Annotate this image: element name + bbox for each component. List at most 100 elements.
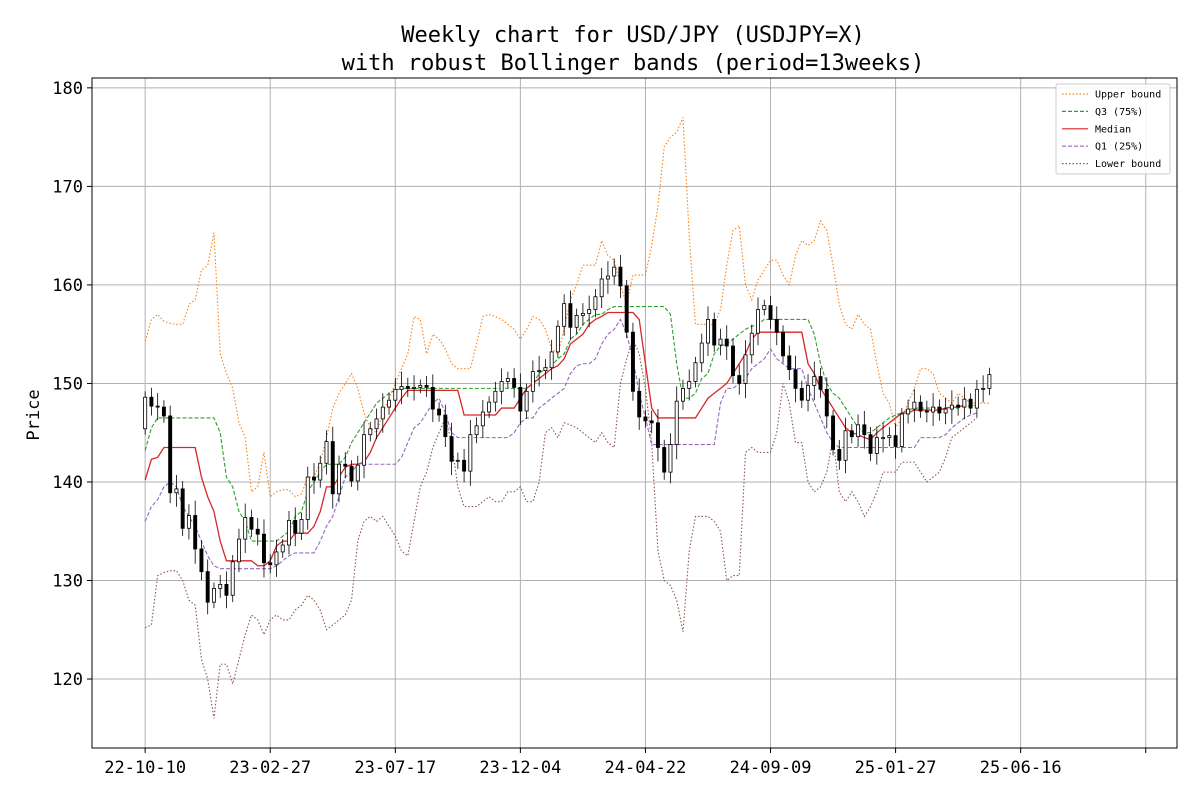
candle-body-80 — [643, 416, 648, 422]
candle-body-123 — [912, 401, 917, 410]
candle-body-13 — [224, 584, 229, 596]
candle-body-38 — [380, 406, 385, 420]
series-q3-line — [144, 306, 977, 542]
candle-body-59 — [512, 378, 517, 388]
y-tick-label-150: 150 — [52, 374, 83, 394]
candle-body-97 — [749, 332, 754, 356]
candle-body-47 — [437, 408, 442, 416]
candle-body-104 — [793, 369, 798, 389]
candle-body-42 — [405, 385, 410, 389]
candle-body-26 — [305, 476, 310, 520]
candle-body-56 — [493, 390, 498, 403]
grid — [92, 78, 1177, 748]
candle-body-131 — [962, 398, 967, 408]
candle-body-18 — [255, 528, 260, 535]
candle-body-32 — [343, 463, 348, 467]
candle-body-52 — [468, 434, 473, 472]
plot-frame — [91, 77, 1178, 749]
candle-body-108 — [818, 376, 823, 390]
candle-body-35 — [362, 434, 366, 466]
candle-body-110 — [831, 415, 836, 450]
legend-label-lower: Lower bound — [1095, 159, 1161, 170]
candle-body-84 — [668, 444, 673, 473]
candle-body-89 — [699, 342, 704, 364]
x-tick-label-22-10-10: 22-10-10 — [104, 758, 186, 778]
candle-body-10 — [205, 571, 210, 603]
candle-body-113 — [849, 430, 854, 438]
x-tick-label-24-04-22: 24-04-22 — [604, 758, 686, 778]
candle-body-122 — [906, 408, 911, 415]
candle-body-85 — [674, 400, 679, 445]
x-tick-label-23-02-27: 23-02-27 — [229, 758, 311, 778]
candle-body-87 — [687, 381, 692, 389]
candle-body-119 — [887, 435, 892, 439]
candle-body-127 — [937, 406, 942, 414]
candle-body-2 — [155, 405, 160, 408]
candle-body-74 — [605, 275, 610, 280]
candle-body-99 — [762, 305, 767, 310]
candle-body-0 — [143, 396, 148, 430]
candle-body-79 — [637, 390, 642, 418]
candle-body-31 — [337, 463, 341, 495]
candle-body-109 — [824, 388, 829, 417]
candle-body-92 — [718, 338, 723, 346]
candle-body-69 — [574, 315, 579, 328]
candle-body-77 — [624, 285, 629, 333]
candle-body-4 — [168, 415, 173, 494]
candle-body-1 — [149, 396, 154, 407]
candle-body-54 — [480, 411, 485, 427]
candle-body-24 — [293, 519, 298, 534]
y-tick-label-140: 140 — [52, 473, 83, 493]
y-axis-label: Price — [24, 389, 44, 440]
candle-body-86 — [681, 387, 685, 402]
candle-body-16 — [243, 517, 248, 540]
candle-body-58 — [505, 378, 510, 382]
series-q1-line — [144, 318, 978, 570]
candle-body-36 — [368, 428, 373, 436]
legend-box — [1055, 83, 1171, 175]
band-lines — [144, 117, 990, 719]
candle-body-34 — [355, 464, 360, 482]
candle-body-29 — [324, 441, 329, 464]
candle-body-102 — [781, 331, 785, 357]
candle-body-128 — [943, 408, 948, 414]
candle-body-129 — [949, 404, 954, 410]
candle-body-61 — [524, 390, 529, 412]
candle-body-90 — [706, 318, 710, 344]
legend-label-median: Median — [1095, 124, 1131, 135]
y-tick-label-120: 120 — [52, 670, 83, 690]
candle-body-40 — [393, 388, 398, 401]
candle-body-63 — [537, 370, 542, 373]
candle-body-65 — [549, 351, 554, 369]
x-tick-label-25-06-16: 25-06-16 — [980, 758, 1062, 778]
candle-body-28 — [318, 462, 323, 481]
candle-body-14 — [230, 561, 235, 596]
legend-label-q1: Q1 (25%) — [1095, 142, 1143, 153]
candle-body-112 — [843, 430, 848, 461]
candle-body-72 — [593, 296, 598, 310]
candle-body-116 — [868, 434, 873, 454]
candle-body-100 — [768, 305, 773, 320]
y-tick-label-180: 180 — [52, 79, 83, 99]
candle-body-5 — [174, 488, 179, 494]
candle-body-33 — [349, 465, 354, 482]
candle-body-114 — [856, 424, 861, 438]
y-tick-label-160: 160 — [52, 276, 83, 296]
chart-title-line-2: with robust Bollinger bands (period=13we… — [342, 51, 925, 76]
candle-body-78 — [630, 331, 635, 392]
candle-body-101 — [774, 318, 779, 333]
candle-body-60 — [518, 386, 523, 412]
candle-body-115 — [862, 424, 867, 436]
candle-body-107 — [812, 376, 817, 386]
candle-body-118 — [881, 437, 886, 440]
series-median-line — [144, 311, 965, 567]
y-tick-label-130: 130 — [52, 572, 83, 592]
candle-body-20 — [268, 562, 273, 566]
x-tick-label-24-09-09: 24-09-09 — [730, 758, 812, 778]
candle-body-11 — [211, 587, 216, 603]
candle-body-91 — [712, 318, 717, 346]
candle-body-64 — [543, 367, 548, 372]
series-upper-line — [144, 117, 990, 498]
x-tick-label-23-12-04: 23-12-04 — [479, 758, 561, 778]
candle-body-94 — [731, 345, 735, 376]
